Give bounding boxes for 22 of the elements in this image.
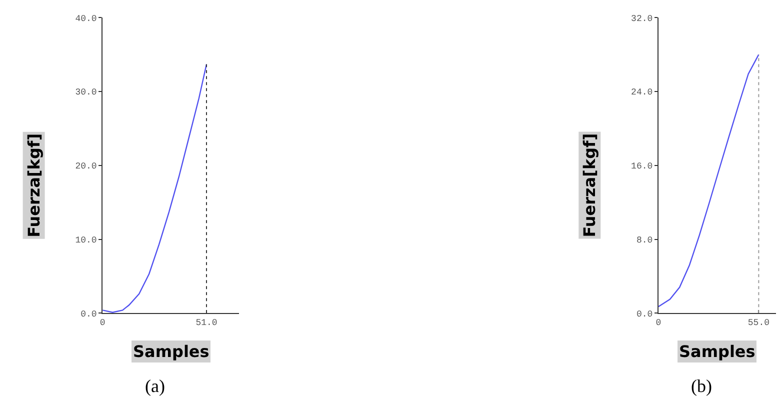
text: (b) [691, 376, 712, 396]
y-tick-label: 32.0 [631, 14, 653, 24]
y-tick-label: 40.0 [75, 14, 97, 24]
line-series [102, 64, 208, 313]
x-tick-label: 51.0 [196, 318, 218, 328]
x-tick-label: 55.0 [748, 318, 770, 328]
x-axis-title: Samples [679, 342, 756, 361]
y-tick-label: 0.0 [636, 309, 653, 320]
y-tick-label: 8.0 [636, 235, 653, 246]
y-tick-label: 20.0 [75, 162, 97, 172]
y-axis-title: Fuerza[kgf] [580, 133, 600, 238]
x-axis-title: Samples [133, 342, 210, 361]
y-tick-label: 30.0 [75, 88, 97, 98]
x-tick-label: 0 [656, 318, 662, 328]
y-tick-label: 24.0 [631, 88, 653, 98]
x-tick-label: 0 [100, 318, 106, 328]
y-tick-label: 0.0 [80, 309, 97, 320]
y-axis-title: Fuerza[kgf] [24, 133, 44, 238]
line-series [658, 54, 760, 308]
y-tick-label: 10.0 [75, 235, 97, 246]
y-tick-label: 16.0 [631, 162, 653, 172]
text: (a) [145, 376, 165, 396]
